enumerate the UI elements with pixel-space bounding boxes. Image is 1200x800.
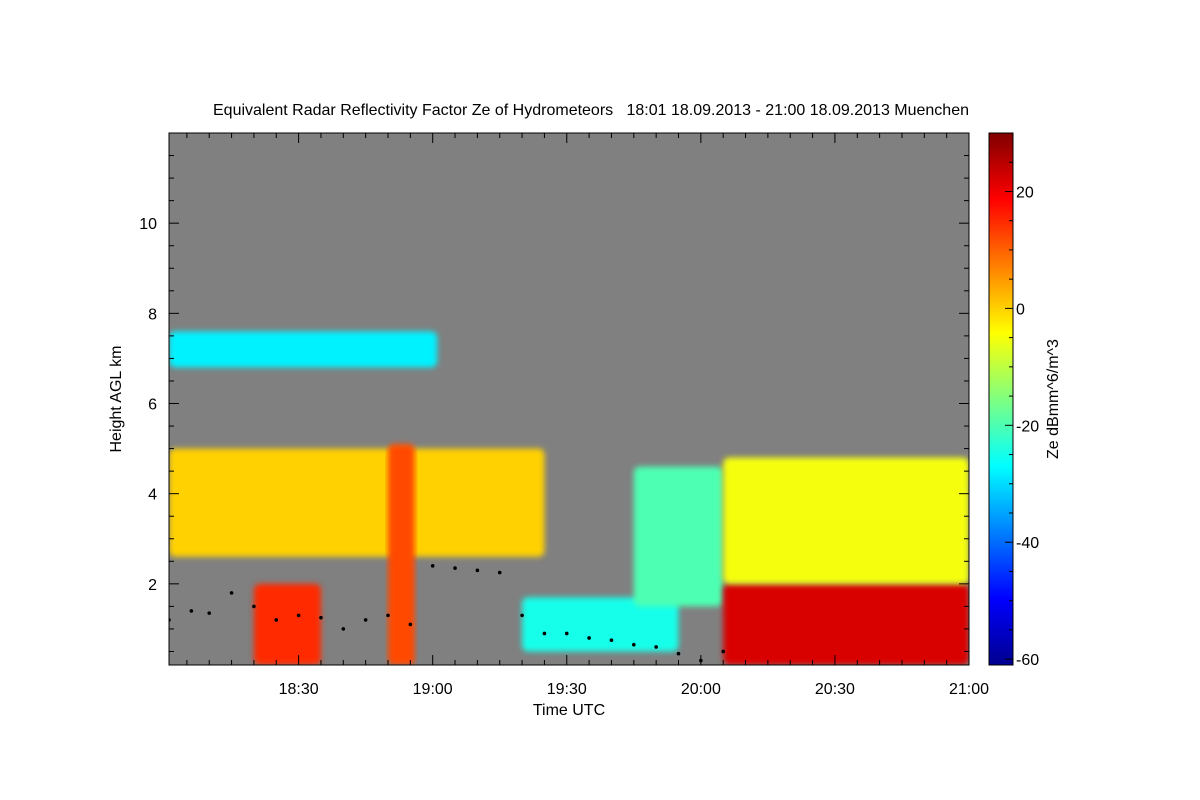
x-tick-label: 18:30 bbox=[279, 681, 319, 698]
colorbar bbox=[988, 132, 1014, 666]
cloud-base-point-6 bbox=[296, 613, 301, 618]
x-tick-label: 20:00 bbox=[681, 681, 721, 698]
y-axis-label: Height AGL km bbox=[108, 345, 125, 452]
x-axis: 18:30 19:00 19:30 20:00 20:30 21:00 bbox=[186, 133, 989, 698]
colorbar-tick-label: 0 bbox=[1016, 301, 1025, 318]
x-tick-label: 21:00 bbox=[949, 681, 989, 698]
cloud-base-point-10 bbox=[386, 613, 390, 618]
y-tick-label: 6 bbox=[148, 397, 157, 414]
colorbar-label: Ze dBmm^6/m^3 bbox=[1045, 339, 1062, 459]
cloud-base-point-19 bbox=[587, 636, 591, 640]
y-tick-label: 4 bbox=[148, 487, 157, 504]
cloud-base-point-17 bbox=[542, 631, 547, 636]
y-axis: 2 4 6 8 10 bbox=[139, 132, 969, 652]
cloud-base-point-13 bbox=[453, 566, 457, 570]
echo-layer-7 bbox=[723, 457, 969, 584]
cloud-base-point-3 bbox=[229, 591, 234, 595]
colorbar-tick-label: -60 bbox=[1016, 652, 1039, 669]
cloud-base-point-1 bbox=[189, 609, 194, 613]
cloud-base-point-15 bbox=[497, 570, 502, 575]
x-axis-label: Time UTC bbox=[533, 702, 605, 719]
cloud-base-point-4 bbox=[252, 604, 256, 609]
colorbar-tick-label: -40 bbox=[1016, 535, 1039, 552]
colorbar-tick-label: 20 bbox=[1016, 184, 1034, 201]
colorbar-axis: 20 0 -20 -40 -60 bbox=[1005, 132, 1039, 669]
cloud-base-point-21 bbox=[632, 642, 636, 647]
cloud-base-point-7 bbox=[319, 615, 323, 620]
chart-title: Equivalent Radar Reflectivity Factor Ze … bbox=[213, 102, 969, 119]
x-tick-label: 20:30 bbox=[815, 681, 855, 698]
colorbar-tick-label: -20 bbox=[1016, 418, 1039, 435]
x-tick-label: 19:00 bbox=[413, 681, 453, 698]
plot-frame bbox=[168, 132, 970, 666]
cloud-base-point-18 bbox=[564, 631, 569, 636]
echo-layer-4 bbox=[522, 597, 679, 652]
y-tick-label: 8 bbox=[148, 306, 157, 323]
echo-layer-2 bbox=[253, 583, 321, 665]
cloud-base-point-5 bbox=[274, 618, 279, 622]
cloud-base-point-25 bbox=[721, 649, 725, 654]
echo-layers bbox=[169, 331, 969, 665]
y-tick-label: 10 bbox=[139, 216, 157, 233]
cloud-base-point-9 bbox=[363, 618, 368, 622]
echo-layer-6 bbox=[723, 583, 969, 665]
cloud-base-point-8 bbox=[341, 627, 346, 631]
cloud-base-point-20 bbox=[609, 638, 614, 643]
echo-layer-0 bbox=[169, 331, 438, 368]
cloud-base-point-14 bbox=[475, 568, 480, 573]
cloud-base-point-12 bbox=[430, 564, 435, 568]
cloud-base-point-2 bbox=[207, 611, 212, 615]
cloud-base-markers bbox=[169, 564, 725, 663]
cloud-base-point-16 bbox=[520, 613, 524, 618]
echo-layer-1 bbox=[169, 448, 545, 557]
x-tick-label: 19:30 bbox=[547, 681, 587, 698]
echo-layer-3 bbox=[387, 444, 415, 665]
cloud-base-point-23 bbox=[676, 651, 681, 656]
y-tick-label: 2 bbox=[148, 577, 157, 594]
cloud-base-point-22 bbox=[654, 645, 658, 649]
cloud-base-point-11 bbox=[408, 622, 413, 627]
echo-layer-5 bbox=[633, 466, 724, 607]
